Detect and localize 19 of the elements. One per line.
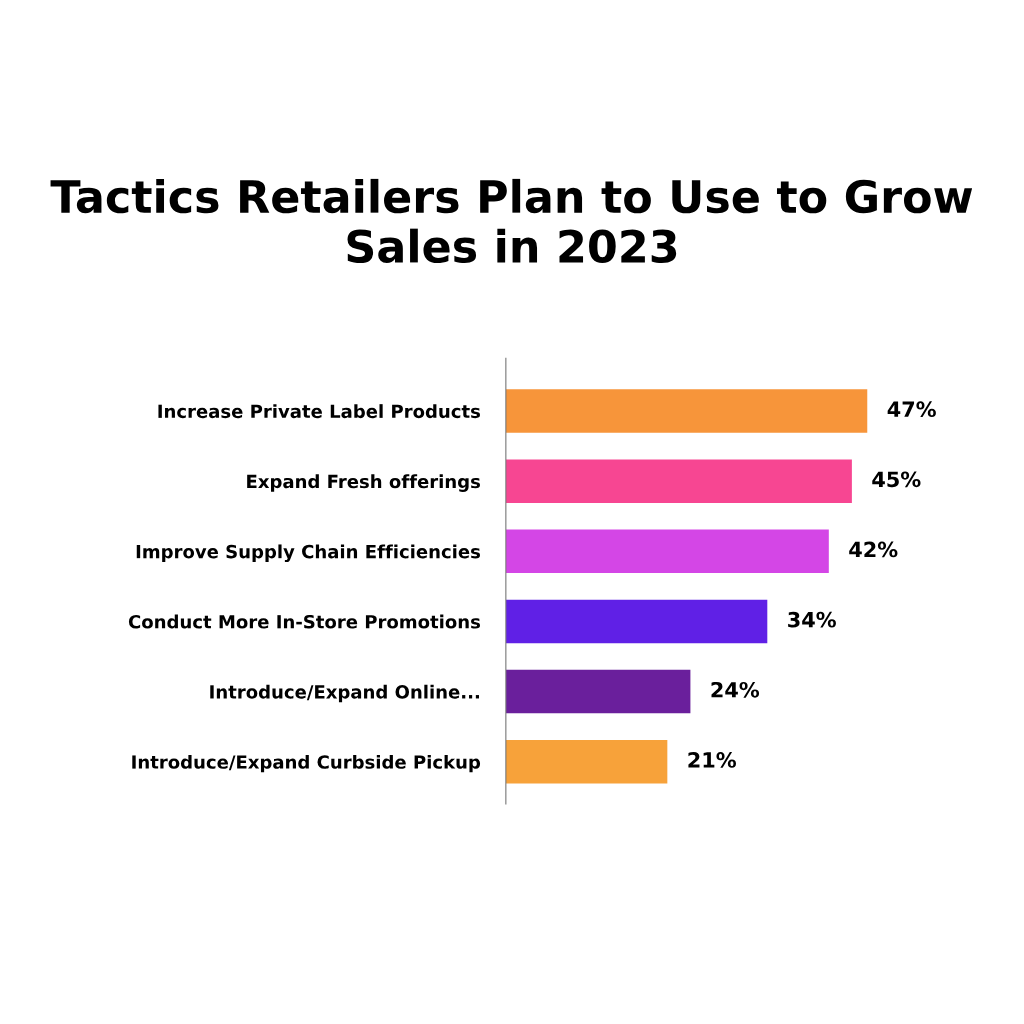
bar	[505, 669, 691, 714]
data-label: 24%	[711, 681, 760, 698]
bar	[505, 529, 829, 574]
bar	[505, 740, 668, 784]
y-tick-label: Conduct More In-Store Promotions	[128, 614, 481, 629]
y-tick-label: Improve Supply Chain Efficiencies	[136, 544, 480, 563]
data-label: 45%	[872, 471, 921, 488]
y-tick-label: Expand Fresh offerings	[247, 474, 481, 492]
data-label: 47%	[887, 401, 936, 418]
data-label: 42%	[849, 541, 898, 558]
chart-title: Tactics Retailers Plan to Use to Grow Sales in 2023	[50, 178, 973, 264]
y-tick-label: Increase Private Label Products	[158, 404, 480, 419]
data-label: 34%	[788, 611, 836, 628]
bar	[505, 459, 852, 503]
bar	[505, 599, 768, 644]
y-tick-label: Introduce/Expand Curbside Pickup	[132, 754, 481, 773]
y-tick-label: Introduce/Expand Online...	[210, 684, 480, 703]
bar	[505, 389, 868, 433]
data-label: 21%	[688, 752, 736, 768]
